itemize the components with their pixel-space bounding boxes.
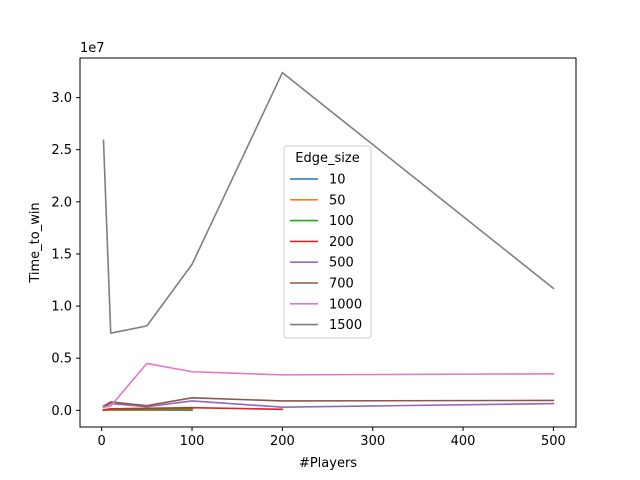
legend-entry-10: 10 — [329, 173, 346, 188]
y-axis-label: Time_to_win — [28, 202, 43, 283]
y-tick-label: 2.5 — [51, 143, 72, 158]
legend-title: Edge_size — [295, 151, 359, 166]
legend: Edge_size 10 50 100 200 500 700 1000 1500 — [283, 145, 372, 339]
x-axis-label: #Players — [299, 456, 357, 471]
series-lines — [102, 71, 555, 412]
y-tick-label: 1.0 — [51, 300, 72, 315]
plot-frame — [79, 57, 577, 428]
x-axis: 0 100 200 300 400 500 — [98, 427, 566, 449]
series-line-500 — [102, 400, 555, 409]
legend-entry-500: 500 — [329, 256, 354, 271]
x-tick-label: 400 — [451, 434, 476, 449]
legend-entry-100: 100 — [329, 214, 354, 229]
y-tick-label: 0.5 — [51, 352, 72, 367]
series-line-700 — [102, 397, 555, 408]
y-tick-label: 3.0 — [51, 91, 72, 106]
x-tick-label: 300 — [360, 434, 385, 449]
y-tick-label: 1.5 — [51, 247, 72, 262]
x-tick-label: 0 — [98, 434, 106, 449]
y-tick-label: 0.0 — [51, 404, 72, 419]
legend-box — [283, 145, 372, 339]
y-tick-label: 2.0 — [51, 195, 72, 210]
x-tick-label: 200 — [270, 434, 295, 449]
x-tick-label: 500 — [541, 434, 566, 449]
y-axis: 0.0 0.5 1.0 1.5 2.0 2.5 3.0 — [51, 91, 80, 419]
legend-entry-200: 200 — [329, 235, 354, 250]
series-line-1500 — [102, 71, 555, 334]
legend-entry-1000: 1000 — [329, 297, 362, 312]
legend-entry-50: 50 — [329, 193, 346, 208]
x-tick-label: 100 — [180, 434, 205, 449]
y-offset-label: 1e7 — [80, 41, 105, 56]
series-line-200 — [102, 406, 284, 411]
legend-entry-1500: 1500 — [329, 318, 362, 333]
series-line-1000 — [102, 362, 555, 409]
legend-entry-700: 700 — [329, 277, 354, 292]
